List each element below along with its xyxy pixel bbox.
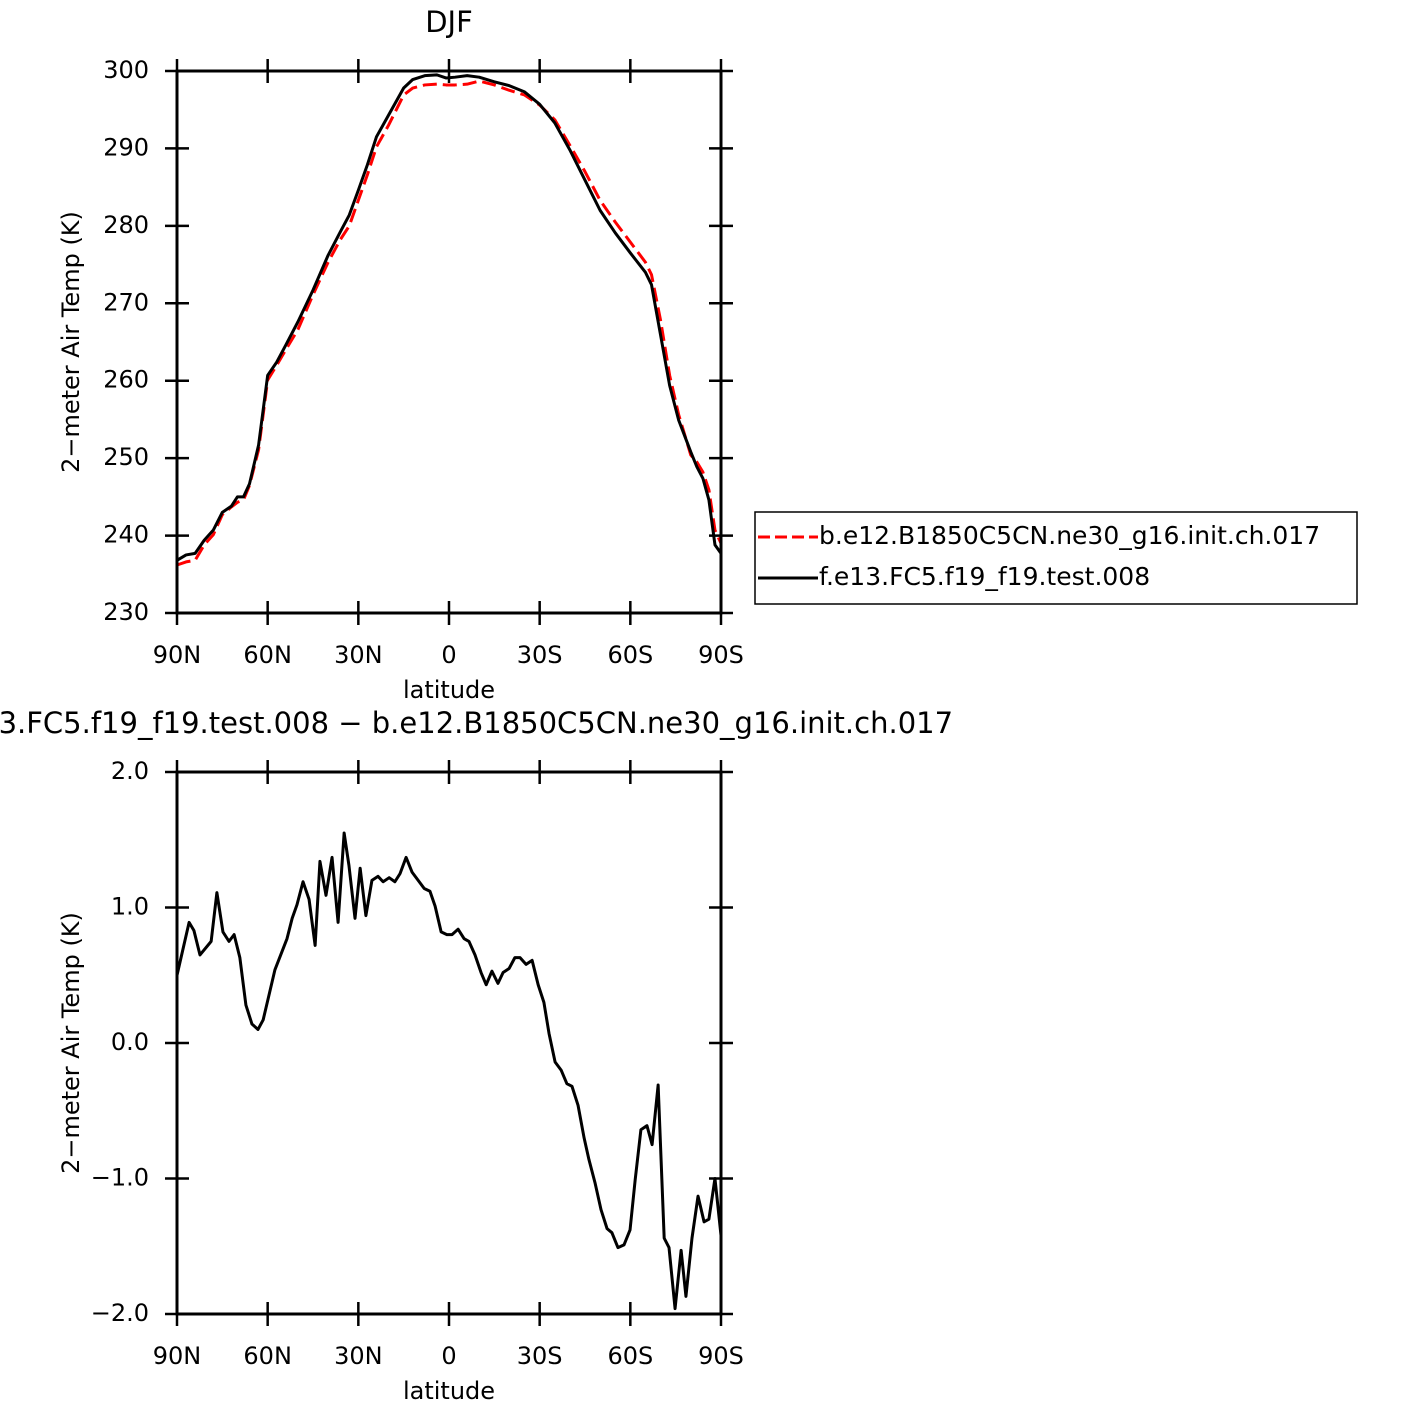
y-axis-label: 2−meter Air Temp (K) — [57, 211, 85, 473]
y-tick-label: 260 — [103, 366, 149, 394]
x-tick-label: 30N — [334, 641, 383, 669]
data-line — [176, 79, 723, 567]
x-axis-label: latitude — [403, 676, 495, 704]
x-tick-label: 0 — [441, 641, 456, 669]
x-tick-label: 90N — [153, 1342, 202, 1370]
plot-frame — [175, 69, 723, 615]
chart-title: f.e13.FC5.f19_f19.test.008 − b.e12.B1850… — [0, 706, 953, 740]
chart-title: DJF — [425, 5, 473, 39]
x-tick-label: 30N — [334, 1342, 383, 1370]
y-tick-label: 240 — [103, 521, 149, 549]
x-tick-label: 90S — [698, 1342, 744, 1370]
x-tick-label: 60N — [243, 641, 292, 669]
plot-frame — [175, 770, 723, 1316]
legend-text: f.e13.FC5.f19_f19.test.008 — [819, 562, 1150, 591]
y-tick-label: 1.0 — [111, 893, 149, 921]
x-tick-label: 0 — [441, 1342, 456, 1370]
legend-box — [754, 511, 1358, 605]
y-tick-label: −2.0 — [91, 1299, 149, 1327]
y-tick-label: 2.0 — [111, 757, 149, 785]
y-tick-label: 300 — [103, 56, 149, 84]
data-line — [175, 831, 723, 1311]
y-tick-label: 250 — [103, 443, 149, 471]
y-tick-label: 230 — [103, 598, 149, 626]
x-tick-label: 30S — [517, 641, 563, 669]
y-axis-label: 2−meter Air Temp (K) — [57, 912, 85, 1174]
x-tick-label: 30S — [517, 1342, 563, 1370]
x-tick-label: 60S — [607, 1342, 653, 1370]
y-tick-label: −1.0 — [91, 1164, 149, 1192]
data-line — [176, 73, 723, 562]
legend-text: b.e12.B1850C5CN.ne30_g16.init.ch.017 — [819, 521, 1320, 550]
y-tick-label: 270 — [103, 288, 149, 316]
y-tick-label: 290 — [103, 133, 149, 161]
x-tick-label: 60S — [607, 641, 653, 669]
x-tick-label: 90N — [153, 641, 202, 669]
x-axis-label: latitude — [403, 1377, 495, 1405]
y-tick-label: 0.0 — [111, 1028, 149, 1056]
x-tick-label: 90S — [698, 641, 744, 669]
y-tick-label: 280 — [103, 211, 149, 239]
x-tick-label: 60N — [243, 1342, 292, 1370]
